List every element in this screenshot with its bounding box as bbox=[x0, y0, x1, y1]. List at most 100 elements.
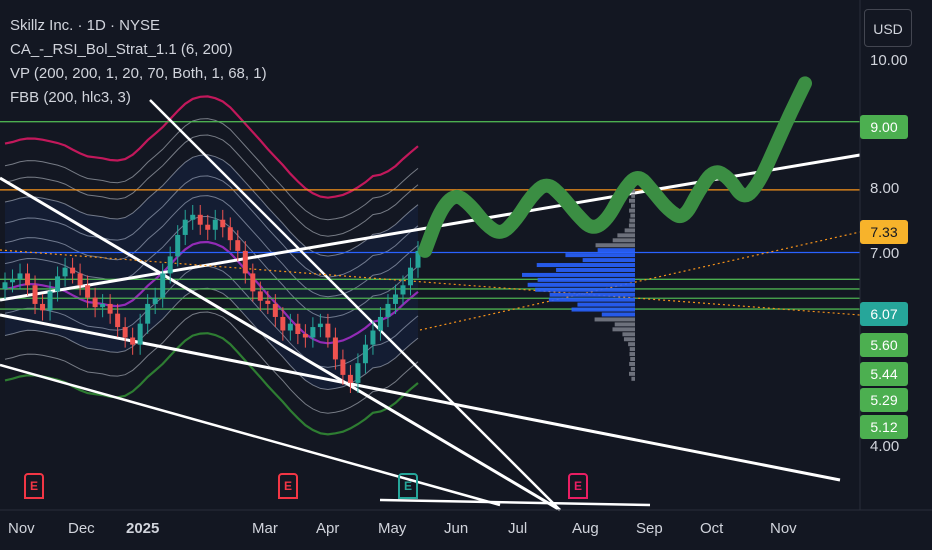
volume-profile-row bbox=[612, 238, 635, 243]
volume-profile-row bbox=[629, 208, 635, 213]
candle-body bbox=[160, 273, 166, 298]
chart-legend: Skillz Inc. · 1D · NYSE CA_-_RSI_Bol_Str… bbox=[10, 14, 267, 110]
candle-body bbox=[385, 303, 391, 317]
volume-profile-row bbox=[630, 357, 635, 362]
candle-body bbox=[47, 291, 53, 311]
candle-body bbox=[92, 297, 98, 308]
candle-body bbox=[370, 330, 376, 345]
price-tick: 8.00 bbox=[870, 180, 900, 197]
candle-body bbox=[190, 214, 196, 220]
candle-body bbox=[55, 276, 61, 292]
band-line bbox=[4, 154, 419, 257]
candle-body bbox=[205, 224, 211, 230]
candle-body bbox=[242, 250, 248, 274]
candle-body bbox=[272, 303, 278, 317]
volume-profile-row bbox=[565, 253, 635, 258]
candle-body bbox=[340, 359, 346, 375]
candle-body bbox=[137, 323, 143, 345]
candle-body bbox=[25, 273, 31, 286]
volume-profile-row bbox=[571, 307, 635, 312]
volume-profile-row bbox=[628, 223, 635, 228]
candle-body bbox=[122, 327, 128, 338]
volume-profile-row bbox=[614, 322, 635, 327]
earnings-marker[interactable]: E bbox=[278, 473, 298, 499]
candle-body bbox=[295, 323, 301, 334]
volume-profile-row bbox=[629, 218, 635, 223]
time-tick: May bbox=[378, 520, 407, 537]
symbol-title[interactable]: Skillz Inc. · 1D · NYSE bbox=[10, 17, 161, 34]
earnings-marker[interactable]: E bbox=[568, 473, 588, 499]
volume-profile-row bbox=[537, 277, 635, 282]
candle-body bbox=[265, 300, 271, 304]
level-badge-7-33: 7.33 bbox=[860, 220, 908, 244]
candle-body bbox=[115, 313, 121, 328]
candle-body bbox=[167, 256, 173, 274]
volume-profile-row bbox=[597, 248, 635, 253]
indicator-volume-profile[interactable]: VP (200, 200, 1, 20, 70, Both, 1, 68, 1) bbox=[10, 65, 267, 82]
volume-profile-row bbox=[629, 352, 635, 357]
candle-body bbox=[40, 303, 46, 311]
candle-body bbox=[107, 303, 113, 314]
time-tick: Nov bbox=[770, 520, 797, 537]
candle-body bbox=[212, 219, 218, 230]
dotted-trend bbox=[419, 231, 861, 331]
candle-body bbox=[332, 337, 338, 360]
band-line bbox=[4, 195, 419, 298]
volume-profile-row bbox=[612, 327, 635, 332]
volume-profile-row bbox=[630, 213, 635, 218]
volume-profile-row bbox=[630, 203, 635, 208]
horizontal-levels bbox=[0, 121, 860, 310]
volume-profile-row bbox=[595, 243, 635, 248]
indicator-rsi-bol-strat[interactable]: CA_-_RSI_Bol_Strat_1.1 (6, 200) bbox=[10, 41, 233, 58]
time-tick: Aug bbox=[572, 520, 599, 537]
volume-profile-row bbox=[622, 332, 635, 337]
trendline bbox=[149, 99, 561, 511]
level-badge-5-44: 5.44 bbox=[860, 362, 908, 386]
volume-profile-row bbox=[629, 347, 635, 352]
time-tick: Oct bbox=[700, 520, 724, 537]
price-tick: 4.00 bbox=[870, 438, 900, 455]
volume-profile-row bbox=[549, 292, 635, 297]
volume-profile-row bbox=[629, 371, 635, 376]
level-badge-5-12: 5.12 bbox=[860, 415, 908, 439]
trendline bbox=[379, 498, 651, 507]
time-tick: Jul bbox=[508, 520, 528, 537]
level-badge-5-29: 5.29 bbox=[860, 388, 908, 412]
volume-profile-row bbox=[527, 282, 635, 287]
candle-body bbox=[2, 282, 8, 289]
volume-profile-row bbox=[631, 193, 635, 198]
candle-body bbox=[235, 240, 241, 251]
candle-body bbox=[287, 323, 293, 331]
band-line bbox=[4, 95, 419, 199]
candle-body bbox=[400, 285, 406, 295]
trendline bbox=[0, 176, 561, 512]
candle-body bbox=[100, 303, 106, 308]
volume-profile-row bbox=[582, 258, 635, 263]
time-tick: Mar bbox=[252, 520, 278, 537]
band-line bbox=[4, 134, 419, 237]
volume-profile-row bbox=[624, 228, 635, 233]
volume-profile-row bbox=[536, 263, 635, 268]
candles bbox=[2, 204, 421, 394]
volume-profile-row bbox=[594, 317, 635, 322]
earnings-marker[interactable]: E bbox=[24, 473, 44, 499]
volume-profile-row bbox=[548, 297, 635, 302]
price-tick: 7.00 bbox=[870, 245, 900, 262]
earnings-marker[interactable]: E bbox=[398, 473, 418, 499]
candle-body bbox=[310, 327, 316, 338]
indicator-fbb[interactable]: FBB (200, hlc3, 3) bbox=[10, 89, 131, 106]
candle-body bbox=[355, 363, 361, 383]
candle-body bbox=[17, 273, 23, 280]
candle-body bbox=[85, 285, 91, 298]
currency-button[interactable]: USD bbox=[864, 9, 912, 47]
candle-body bbox=[362, 344, 368, 364]
candle-body bbox=[182, 219, 188, 235]
time-tick: Nov bbox=[8, 520, 35, 537]
candle-body bbox=[145, 303, 151, 324]
band-line bbox=[4, 118, 419, 221]
candle-body bbox=[62, 267, 68, 277]
candle-body bbox=[325, 323, 331, 338]
candle-body bbox=[415, 250, 421, 268]
volume-profile-row bbox=[521, 272, 635, 277]
